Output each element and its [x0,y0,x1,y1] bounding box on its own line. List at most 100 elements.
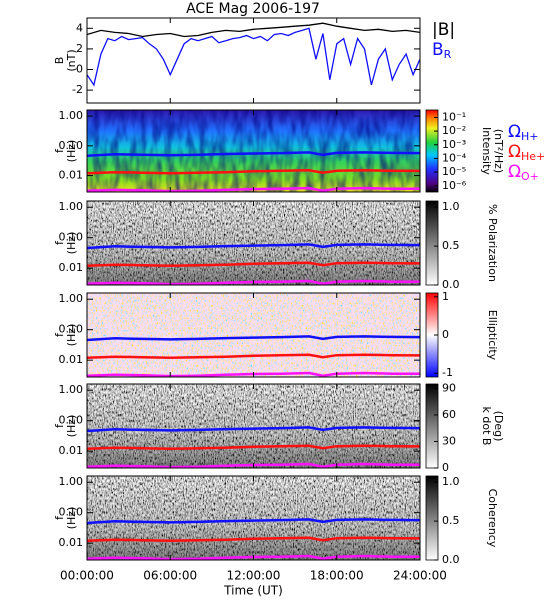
y-axis-label: (Hz) [65,415,78,438]
gyro-legend-sub: H+ [521,130,539,143]
gyro-legend-sub: He+ [521,150,545,163]
gyro-line [87,151,420,158]
gyro-legend: ΩO+ [508,162,539,183]
colorbar-tick-label: 10⁻² [442,124,466,137]
y-tick-label: 1.00 [59,292,84,305]
gyro-legend-sub: O+ [521,170,539,183]
gyro-line [87,371,420,377]
gyro-legend-name: Ω [508,142,521,162]
gyro-line [87,243,420,250]
y-axis-label: f [53,423,66,428]
y-tick-label: 2 [76,42,83,55]
colorbar-tick-label: 0 [442,461,449,474]
series-line [87,22,420,38]
gyro-legend-name: Ω [508,122,521,142]
colorbar-label: Ellipticity [486,310,499,361]
gyro-lines [87,426,420,468]
plot-frame [86,17,421,104]
colorbar-tick-label: -1 [442,366,453,379]
colorbar [425,200,439,286]
y-axis-label: f [53,332,66,337]
gyro-lines [87,518,420,560]
x-tick-label: 00:00:00 [60,569,114,583]
gyro-line [87,335,420,342]
y-tick-label: 1.00 [59,475,84,488]
colorbar-tick-label: 1 [442,290,449,303]
colorbar-tick-label: 60 [442,408,456,421]
y-axis-label: f [53,148,66,153]
legend-entry: BR [432,40,452,61]
y-tick-label: 1.00 [59,200,84,213]
y-tick-label: 0.10 [59,506,84,519]
y-tick-label: 4 [76,21,83,34]
series-line [87,27,420,87]
y-axis-label: f [53,240,66,245]
y-tick-label: 0.10 [59,323,84,336]
y-tick-label: 0.01 [59,353,84,366]
spectrogram-shade [87,384,420,468]
x-tick-label: 06:00:00 [143,569,197,583]
y-axis-label: (nT) [65,49,78,71]
x-axis-label: Time (UT) [223,584,283,598]
gyro-line [87,462,420,468]
colorbar [425,109,439,193]
colorbar-label: Coherency [486,489,499,548]
y-tick-label: 0.01 [59,261,84,274]
gyro-legend: ΩHe+ [508,142,545,163]
gyro-line [87,279,420,285]
gyro-line [87,444,420,450]
colorbar [425,475,439,561]
y-tick-label: 0 [76,63,83,76]
colorbar-tick-label: 0.0 [442,553,460,566]
spectrogram-texture [87,110,420,192]
y-tick-label: -2 [72,83,83,96]
gyro-line [87,518,420,525]
legend-name: |B| [432,20,455,40]
y-tick-label: 0.10 [59,139,84,152]
series-group [87,22,420,87]
gyro-lines [87,151,420,192]
gyro-line [87,261,420,267]
colorbar-tick-label: 90 [442,381,456,394]
colorbar-tick-label: 1.0 [442,200,460,213]
y-axis-label: (Hz) [65,140,78,163]
y-tick-label: 0.01 [59,169,84,182]
x-tick-label: 18:00:00 [310,569,364,583]
colorbar-tick-label: 30 [442,434,456,447]
x-tick-label: 24:00:00 [393,569,447,583]
gyro-line [87,426,420,433]
colorbar-label: k dot B [480,407,493,446]
colorbar-tick-label: 0 [442,328,449,341]
colorbar-label: Intensity [480,127,493,175]
legend-sub: R [444,48,452,61]
spectrogram-image [87,293,420,377]
gyro-line [87,169,420,175]
legend-name: B [432,40,444,60]
y-axis-label: (Hz) [65,232,78,255]
y-tick-label: 0.01 [59,536,84,549]
colorbar-tick-label: 10⁻⁴ [442,151,467,164]
colorbar-tick-label: 0.0 [442,278,460,291]
colorbar-tick-label: 10⁻⁶ [442,179,467,192]
colorbar-tick-label: 1.0 [442,475,460,488]
y-tick-label: 0.10 [59,231,84,244]
y-tick-label: 1.00 [59,383,84,396]
chart-title: ACE Mag 2006-197 [186,1,320,17]
y-tick-label: 0.01 [59,444,84,457]
colorbar-label: (nT²/Hz) [492,129,505,173]
gyro-lines [87,243,420,285]
colorbar-tick-label: 0.5 [442,514,460,527]
y-axis-label: f [53,515,66,520]
gyro-line [87,353,420,359]
gyro-line [87,554,420,560]
colorbar [425,383,439,469]
gyro-legend: ΩH+ [508,122,539,143]
spectrogram-shade [87,201,420,285]
y-axis-label: B [53,57,66,65]
colorbar-tick-label: 0.5 [442,239,460,252]
y-axis-label: (Hz) [65,324,78,347]
gyro-line [87,536,420,542]
spectrogram-shade [87,476,420,560]
y-axis-label: (Hz) [65,507,78,530]
